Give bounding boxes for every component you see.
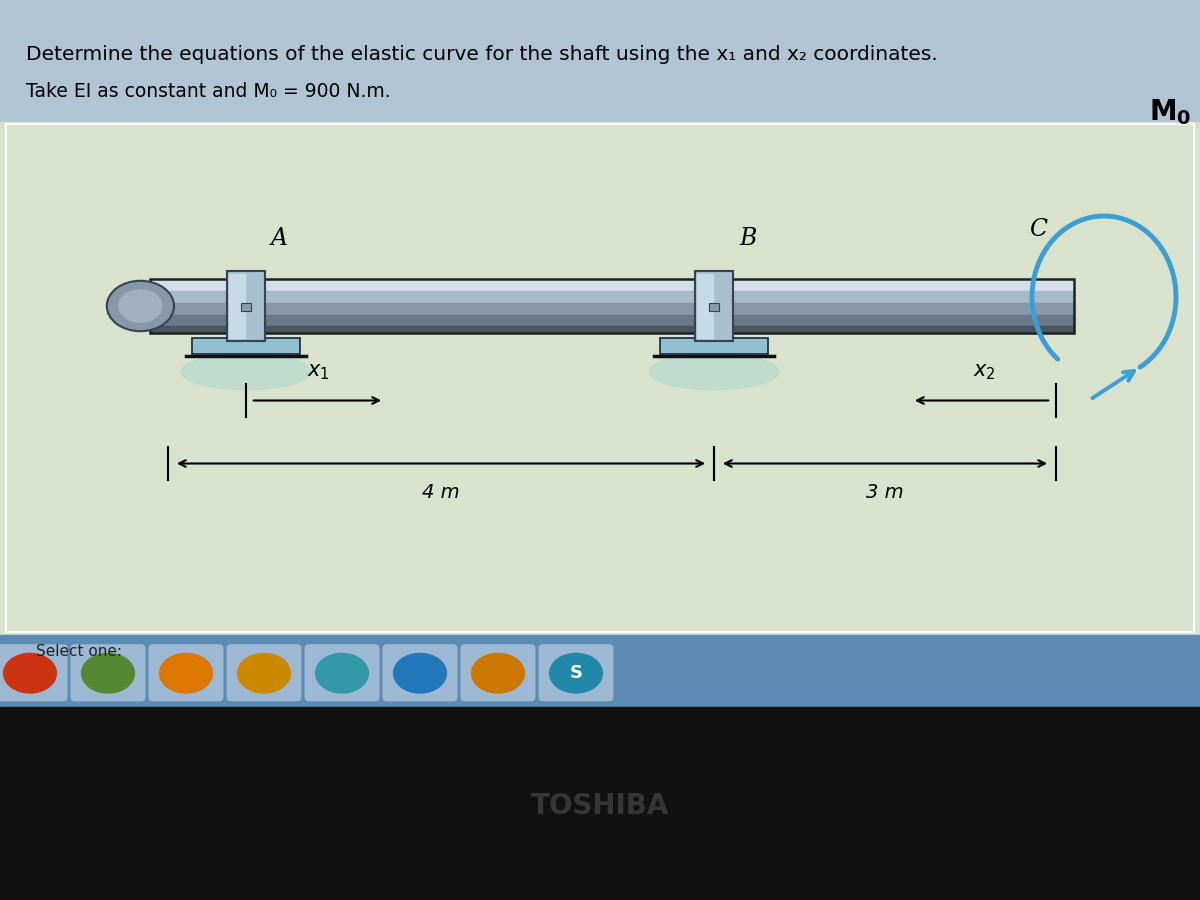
Circle shape [4, 653, 56, 693]
Bar [150, 292, 1074, 303]
Text: Take EI as constant and M₀ = 900 N.m.: Take EI as constant and M₀ = 900 N.m. [26, 82, 391, 102]
Bar [6, 124, 1194, 632]
Bar [697, 274, 713, 338]
FancyBboxPatch shape [0, 644, 67, 701]
FancyBboxPatch shape [539, 644, 613, 701]
Bar [192, 338, 300, 354]
Circle shape [160, 653, 212, 693]
Circle shape [316, 653, 368, 693]
Bar [150, 327, 1074, 333]
Circle shape [238, 653, 290, 693]
Text: $x_2$: $x_2$ [973, 363, 995, 382]
Bar [229, 274, 245, 338]
FancyBboxPatch shape [71, 644, 145, 701]
Text: $\mathbf{M_0}$: $\mathbf{M_0}$ [1148, 97, 1192, 128]
Bar [150, 303, 1074, 315]
Text: Determine the equations of the elastic curve for the shaft using the x₁ and x₂ c: Determine the equations of the elastic c… [26, 44, 938, 64]
Bar [695, 271, 733, 341]
Text: 3 m: 3 m [866, 483, 904, 502]
FancyBboxPatch shape [461, 644, 535, 701]
Bar [709, 302, 719, 311]
Text: A: A [271, 227, 288, 250]
Bar [0, 122, 1200, 634]
Bar [0, 634, 1200, 706]
Bar [0, 0, 1200, 122]
Text: TOSHIBA: TOSHIBA [530, 791, 670, 820]
Text: B: B [739, 227, 756, 250]
Circle shape [394, 653, 446, 693]
Text: C: C [1028, 218, 1048, 241]
Circle shape [107, 281, 174, 331]
Bar [660, 338, 768, 354]
FancyBboxPatch shape [227, 644, 301, 701]
FancyBboxPatch shape [305, 644, 379, 701]
Text: 4 m: 4 m [422, 483, 460, 502]
Circle shape [550, 653, 602, 693]
Bar [150, 279, 1074, 333]
Circle shape [82, 653, 134, 693]
Circle shape [119, 290, 162, 322]
Bar [150, 279, 1074, 292]
Bar [241, 302, 251, 311]
Text: Select one:: Select one: [36, 644, 122, 659]
FancyBboxPatch shape [149, 644, 223, 701]
Circle shape [472, 653, 524, 693]
Text: S: S [570, 664, 582, 682]
FancyBboxPatch shape [383, 644, 457, 701]
Ellipse shape [649, 354, 779, 390]
Bar [227, 271, 265, 341]
Ellipse shape [181, 354, 311, 390]
Bar [150, 315, 1074, 326]
Text: $x_1$: $x_1$ [307, 363, 329, 382]
Bar [0, 706, 1200, 900]
